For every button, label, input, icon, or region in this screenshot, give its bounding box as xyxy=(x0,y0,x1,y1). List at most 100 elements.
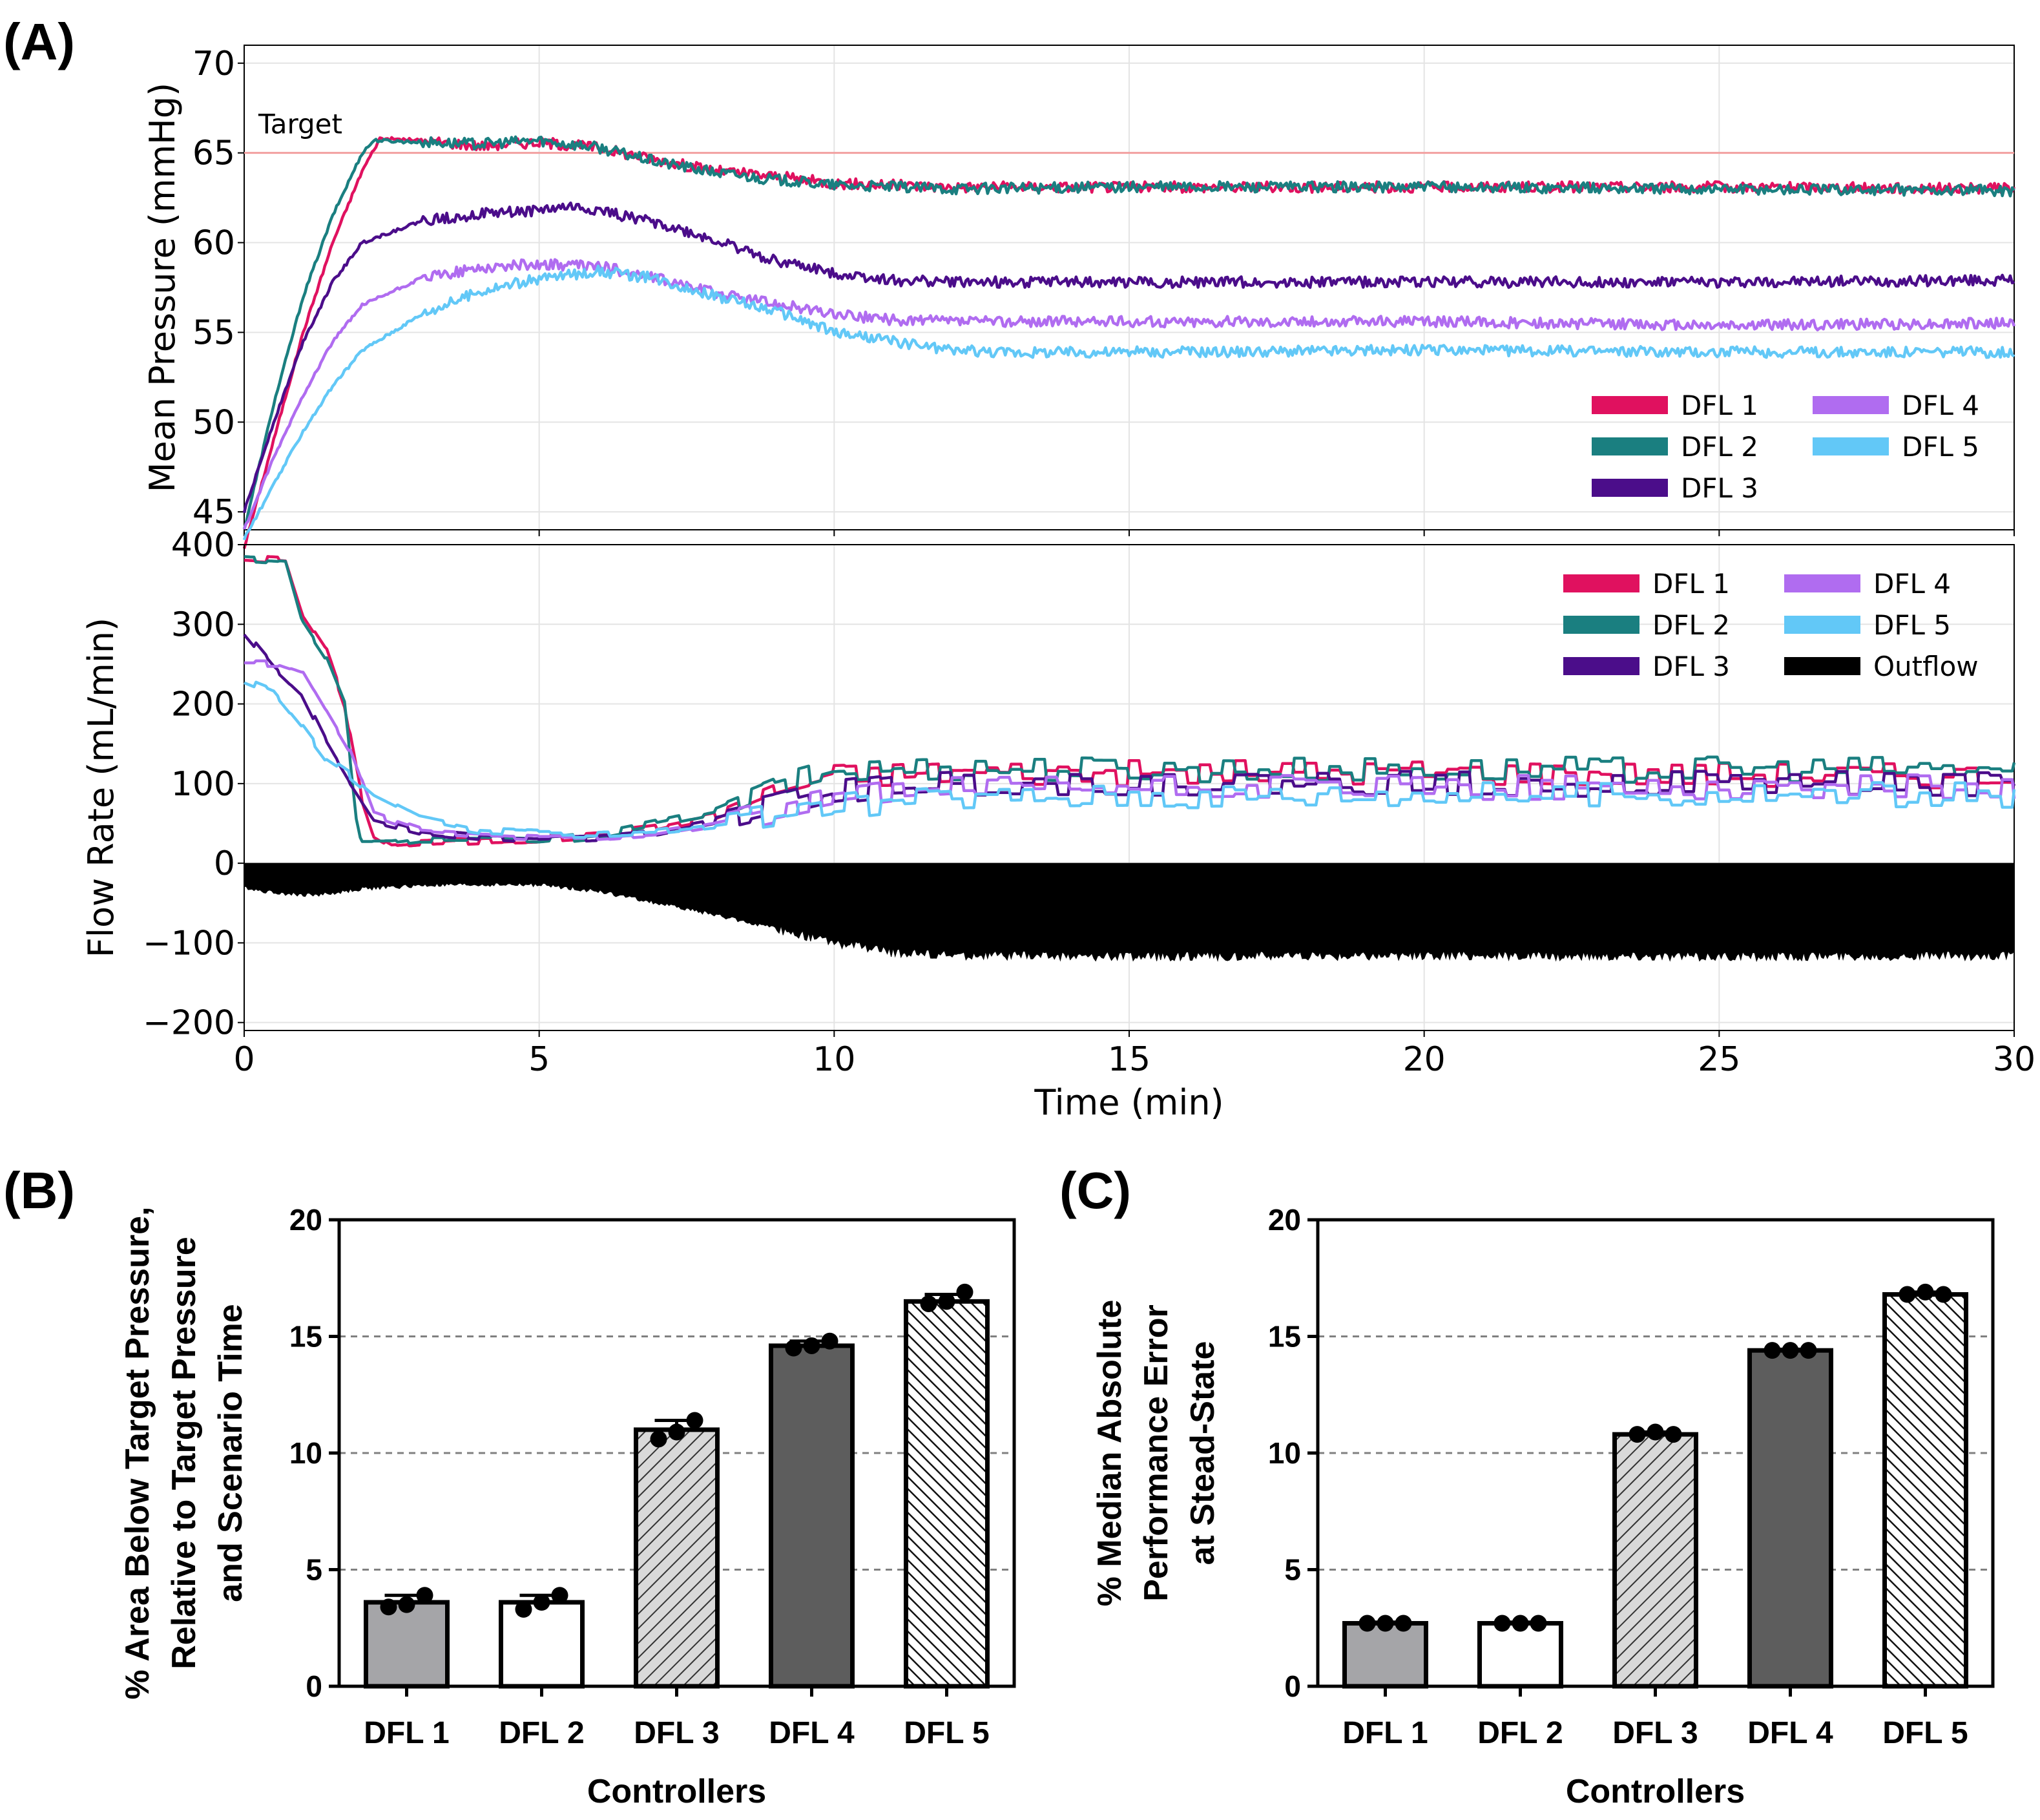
data-point-dfl-3 xyxy=(1629,1426,1646,1443)
legend-label-dfl-5: DFL 5 xyxy=(1902,431,1979,463)
data-point-dfl-3 xyxy=(686,1412,703,1429)
mape-bar-chart: 0 5 10 15 20 DFL 1 DFL 2 DFL 3 DFL 4 DFL 5 Control… xyxy=(1091,1203,1995,1810)
y-axis-label-line: Performance Error xyxy=(1138,1304,1175,1602)
panel-label-a: (A) xyxy=(3,13,75,70)
data-point-dfl-3 xyxy=(1647,1423,1664,1441)
series-dfl-3 xyxy=(242,201,2015,514)
x-tick-label: 30 xyxy=(1993,1040,2035,1079)
legend-label-outflow: Outflow xyxy=(1873,651,1979,682)
data-point-dfl-2 xyxy=(1512,1615,1529,1632)
data-point-dfl-4 xyxy=(1764,1342,1781,1359)
data-point-dfl-1 xyxy=(380,1598,397,1616)
series-dfl-4 xyxy=(242,258,2016,530)
legend-swatch-dfl-1 xyxy=(1592,396,1668,414)
data-point-dfl-4 xyxy=(803,1337,820,1354)
series-dfl-2 xyxy=(242,135,2015,530)
x-tick-label: 15 xyxy=(1108,1040,1150,1079)
y-tick-label: 300 xyxy=(171,605,235,644)
pressure-chart: 45 50 55 60 65 70 Mean Pressure (mmHg) Target DF… xyxy=(142,45,2016,549)
flow-rate-chart: −200 −100 0 100 200 300 400 0 5 10 15 20 25 30 Flow Ra… xyxy=(81,526,2035,1123)
x-tick-label-dfl-3: DFL 3 xyxy=(1612,1716,1698,1750)
panel-label-b: (B) xyxy=(3,1162,75,1219)
area-below-target-bar-chart: 0 5 10 15 20 DFL 1 DFL 2 DFL 3 DFL 4 DFL 5 Control… xyxy=(119,1203,1016,1810)
legend-swatch-dfl-1 xyxy=(1563,574,1639,592)
x-tick-label-dfl-4: DFL 4 xyxy=(769,1716,855,1750)
y-tick-label: 10 xyxy=(289,1436,322,1470)
legend-swatch-dfl-2 xyxy=(1592,437,1668,455)
legend-swatch-dfl-4 xyxy=(1813,396,1889,414)
legend-label-dfl-4: DFL 4 xyxy=(1902,390,1979,421)
data-point-dfl-2 xyxy=(515,1600,532,1618)
x-axis-label: Time (min) xyxy=(1034,1082,1223,1123)
y-axis-label-line: Relative to Target Pressure xyxy=(165,1237,203,1669)
data-point-dfl-1 xyxy=(416,1587,433,1604)
series-dfl-4 xyxy=(244,659,2016,841)
x-tick-label-dfl-5: DFL 5 xyxy=(1882,1716,1968,1750)
x-tick-label-dfl-2: DFL 2 xyxy=(1477,1716,1563,1750)
y-tick-label: −100 xyxy=(143,924,235,963)
legend-label-dfl-3: DFL 3 xyxy=(1652,651,1730,682)
legend-swatch-outflow xyxy=(1784,657,1860,675)
y-axis-label-line: % Area Below Target Pressure, xyxy=(119,1207,156,1700)
series-dfl-5 xyxy=(242,264,2015,541)
bar-dfl-1 xyxy=(1342,1621,1428,1689)
bar-dfl-5 xyxy=(1882,1292,1968,1689)
y-tick-label: 0 xyxy=(1284,1669,1301,1703)
target-label: Target xyxy=(258,109,342,140)
legend-label-dfl-4: DFL 4 xyxy=(1873,568,1951,600)
data-point-dfl-1 xyxy=(1377,1615,1394,1632)
x-axis-label: Controllers xyxy=(587,1773,766,1810)
data-point-dfl-4 xyxy=(785,1339,802,1357)
x-tick-label: 0 xyxy=(233,1040,255,1079)
data-point-dfl-3 xyxy=(668,1423,685,1441)
data-point-dfl-3 xyxy=(650,1430,667,1448)
x-tick-label-dfl-2: DFL 2 xyxy=(499,1716,584,1750)
y-tick-label: 20 xyxy=(1268,1203,1301,1237)
data-point-dfl-2 xyxy=(1494,1615,1511,1632)
data-point-dfl-3 xyxy=(1665,1426,1682,1443)
legend-swatch-dfl-4 xyxy=(1784,574,1860,592)
bar-dfl-5 xyxy=(904,1299,990,1689)
data-point-dfl-4 xyxy=(821,1332,838,1350)
legend-swatch-dfl-5 xyxy=(1784,616,1860,634)
legend-swatch-dfl-3 xyxy=(1563,657,1639,675)
y-axis-label-line: at Stead-State xyxy=(1184,1341,1222,1565)
data-point-dfl-5 xyxy=(1917,1283,1934,1301)
x-tick-label: 25 xyxy=(1698,1040,1740,1079)
data-point-dfl-5 xyxy=(1935,1286,1952,1303)
bar-dfl-1 xyxy=(364,1600,450,1689)
bar-dfl-2 xyxy=(1477,1621,1563,1689)
y-tick-label: 200 xyxy=(171,685,235,724)
y-tick-label: 400 xyxy=(171,526,235,565)
bar-dfl-3 xyxy=(1612,1432,1698,1689)
bar-dfl-2 xyxy=(499,1600,585,1689)
legend-swatch-dfl-5 xyxy=(1813,437,1889,455)
data-point-dfl-1 xyxy=(398,1596,415,1613)
data-point-dfl-5 xyxy=(938,1293,955,1310)
data-point-dfl-2 xyxy=(1530,1615,1547,1632)
bar-dfl-3 xyxy=(634,1427,720,1689)
y-tick-label: 5 xyxy=(306,1553,322,1587)
y-tick-label: 55 xyxy=(193,313,235,352)
y-tick-label: 0 xyxy=(306,1669,322,1703)
y-axis-label: Mean Pressure (mmHg) xyxy=(142,83,183,492)
y-tick-label: 15 xyxy=(1268,1320,1301,1354)
bar-dfl-4 xyxy=(1747,1348,1833,1689)
legend-label-dfl-1: DFL 1 xyxy=(1681,390,1758,421)
y-axis-label: Flow Rate (mL/min) xyxy=(81,618,121,957)
y-tick-label: 15 xyxy=(289,1320,322,1354)
legend-label-dfl-2: DFL 2 xyxy=(1681,431,1758,463)
y-tick-label: 10 xyxy=(1268,1436,1301,1470)
y-tick-label: 45 xyxy=(193,493,235,532)
y-tick-label: 65 xyxy=(193,134,235,173)
series-dfl-5 xyxy=(244,680,2016,839)
x-tick-label-dfl-1: DFL 1 xyxy=(364,1716,449,1750)
legend-swatch-dfl-3 xyxy=(1592,479,1668,497)
series-outflow xyxy=(244,863,2015,962)
data-point-dfl-2 xyxy=(533,1594,550,1611)
data-point-dfl-2 xyxy=(551,1587,568,1604)
y-axis-label-line: % Median Absolute xyxy=(1091,1300,1129,1607)
x-tick-label-dfl-1: DFL 1 xyxy=(1342,1716,1428,1750)
series-dfl-2 xyxy=(244,555,2016,845)
